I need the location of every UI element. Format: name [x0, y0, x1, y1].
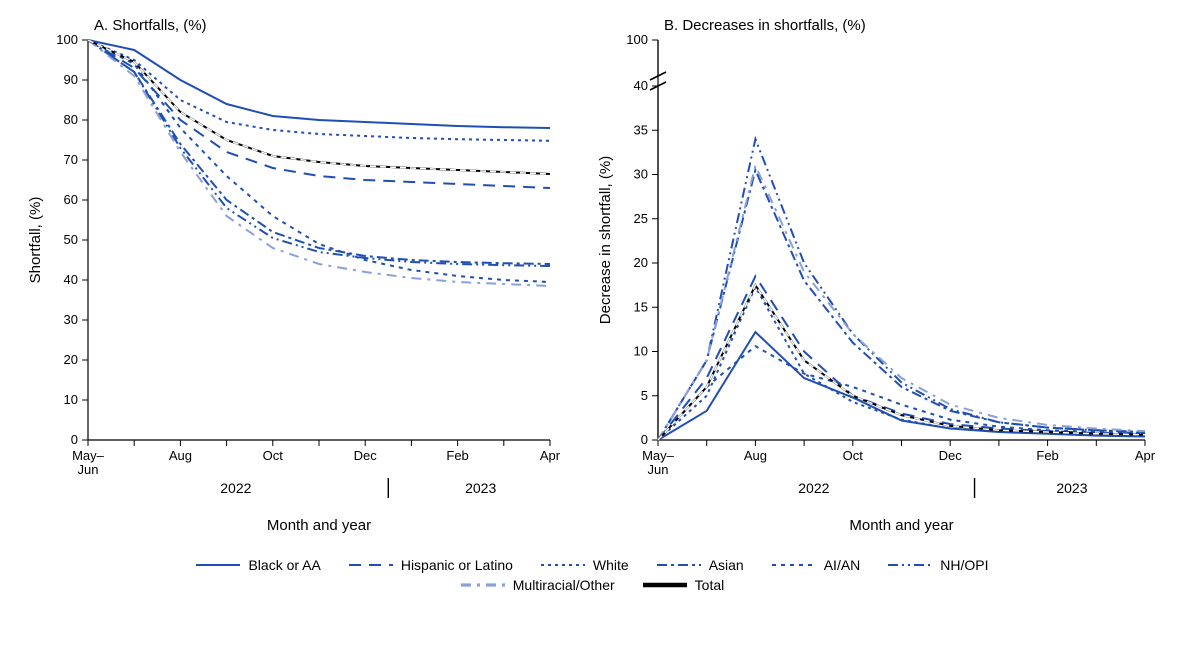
x-tick-label: Jun [78, 462, 99, 477]
y-tick-label: 10 [64, 392, 78, 407]
legend-swatch-black_aa [196, 558, 240, 572]
panel-b-svg: B. Decreases in shortfalls, (%) 100 0 5 10 15… [590, 10, 1155, 550]
year-label-left: 2022 [798, 480, 829, 496]
y-tick-label: 25 [634, 211, 648, 226]
y-tick-label: 80 [64, 112, 78, 127]
x-tick-label: Feb [446, 448, 468, 463]
x-tick-label: Apr [540, 448, 560, 463]
panel-b: B. Decreases in shortfalls, (%) 100 0 5 10 15… [590, 10, 1155, 550]
panel-a-ylabel: Shortfall, (%) [27, 197, 44, 284]
legend: Black or AA Hispanic or Latino White Asian A… [20, 555, 1165, 595]
series-total [658, 285, 1145, 440]
x-tick-label: May– [642, 448, 675, 463]
y-tick-label: 40 [634, 78, 648, 93]
x-tick-label: Apr [1135, 448, 1155, 463]
y-tick-label: 100 [56, 32, 78, 47]
legend-row-2: Multiracial/Other Total [461, 577, 725, 593]
y-tick-label: 10 [634, 344, 648, 359]
y-tick-label: 50 [64, 232, 78, 247]
x-tick-label: Dec [354, 448, 378, 463]
legend-item-total: Total [643, 577, 725, 593]
y-tick-label: 5 [641, 388, 648, 403]
legend-swatch-total [643, 578, 687, 592]
x-tick-label: Oct [843, 448, 864, 463]
legend-item-nhopi: NH/OPI [888, 557, 988, 573]
x-tick-label: Feb [1036, 448, 1058, 463]
legend-swatch-asian [657, 558, 701, 572]
year-label-left: 2022 [220, 480, 251, 496]
legend-item-hispanic: Hispanic or Latino [349, 557, 513, 573]
legend-label: Multiracial/Other [513, 577, 615, 593]
legend-item-white: White [541, 557, 629, 573]
y-tick-label: 70 [64, 152, 78, 167]
y-tick-label: 100 [626, 32, 648, 47]
series-nhopi [88, 40, 550, 266]
y-tick-label: 0 [71, 432, 78, 447]
x-tick-label: Jun [648, 462, 669, 477]
x-tick-label: Dec [939, 448, 963, 463]
figure-root: A. Shortfalls, (%)0102030405060708090100… [0, 0, 1185, 662]
y-tick-label: 0 [641, 432, 648, 447]
panel-a: A. Shortfalls, (%) 0 10 20 30 40 50 60 70 80 90 100… [20, 10, 560, 550]
year-label-right: 2023 [1056, 480, 1087, 496]
legend-label: Black or AA [248, 557, 320, 573]
y-tick-label: 30 [64, 312, 78, 327]
legend-swatch-multi [461, 578, 505, 592]
legend-swatch-white [541, 558, 585, 572]
y-tick-label: 20 [64, 352, 78, 367]
y-tick-label: 35 [634, 122, 648, 137]
year-label-right: 2023 [465, 480, 496, 496]
panels-container: A. Shortfalls, (%)0102030405060708090100… [20, 10, 1165, 550]
legend-label: Hispanic or Latino [401, 557, 513, 573]
legend-label: Asian [709, 557, 744, 573]
x-tick-label: May– [72, 448, 105, 463]
legend-label: White [593, 557, 629, 573]
panel-a-svg: A. Shortfalls, (%) 0 10 20 30 40 50 60 70 80 90 100… [20, 10, 560, 550]
series-asian [658, 170, 1145, 440]
y-tick-label: 20 [634, 255, 648, 270]
legend-swatch-aian [772, 558, 816, 572]
legend-item-aian: AI/AN [772, 557, 861, 573]
series-asian [88, 40, 550, 264]
y-tick-label: 40 [64, 272, 78, 287]
legend-item-black_aa: Black or AA [196, 557, 320, 573]
y-tick-label: 60 [64, 192, 78, 207]
x-tick-label: Oct [263, 448, 284, 463]
series-white [658, 287, 1145, 440]
legend-row-1: Black or AA Hispanic or Latino White Asian A… [196, 557, 988, 573]
legend-swatch-nhopi [888, 558, 932, 572]
x-axis-label: Month and year [849, 517, 953, 534]
legend-item-multi: Multiracial/Other [461, 577, 615, 593]
x-tick-label: Aug [169, 448, 192, 463]
legend-label: NH/OPI [940, 557, 988, 573]
x-tick-label: Aug [744, 448, 767, 463]
x-axis-label: Month and year [267, 517, 371, 534]
panel-b-title: B. Decreases in shortfalls, (%) [664, 17, 866, 34]
legend-label: Total [695, 577, 725, 593]
series-total-inner [658, 285, 1145, 440]
series-aian [658, 346, 1145, 440]
y-tick-label: 30 [634, 167, 648, 182]
panel-a-title: A. Shortfalls, (%) [94, 17, 207, 34]
panel-b-ylabel: Decrease in shortfall, (%) [597, 156, 614, 324]
series-multi [658, 166, 1145, 440]
y-tick-label: 90 [64, 72, 78, 87]
legend-label: AI/AN [824, 557, 861, 573]
legend-swatch-hispanic [349, 558, 393, 572]
y-tick-label: 15 [634, 299, 648, 314]
series-nhopi [658, 139, 1145, 440]
legend-item-asian: Asian [657, 557, 744, 573]
